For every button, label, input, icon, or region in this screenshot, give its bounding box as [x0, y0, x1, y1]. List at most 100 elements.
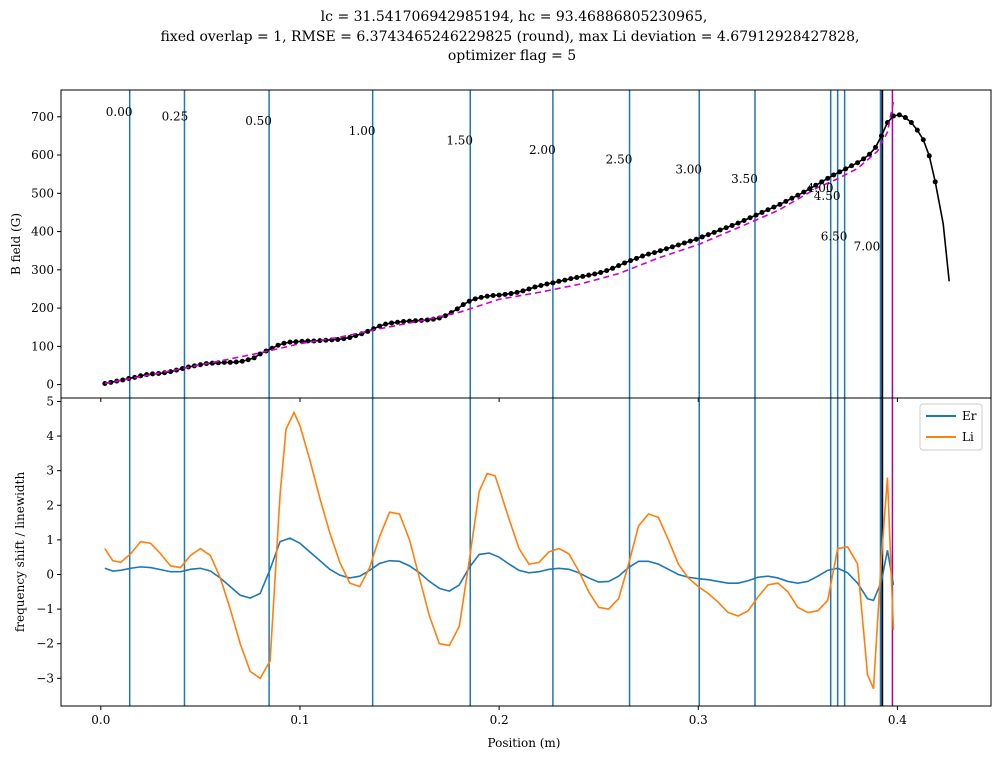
data-point-32 [293, 339, 299, 345]
data-point-106 [735, 220, 741, 226]
data-point-23 [239, 358, 245, 364]
data-point-139 [932, 179, 938, 185]
ytick-label-1-4: 1 [46, 533, 54, 547]
data-point-47 [383, 321, 389, 327]
data-point-68 [508, 291, 514, 297]
data-point-57 [442, 313, 448, 319]
ytick-label-0-1: 100 [31, 339, 54, 353]
ytick-label-1-1: −2 [36, 637, 54, 651]
ytick-label-1-0: −3 [36, 671, 54, 685]
data-point-73 [538, 283, 544, 289]
legend-er-label: Er [962, 409, 977, 423]
data-point-98 [687, 238, 693, 244]
data-point-29 [275, 342, 281, 348]
data-point-26 [257, 351, 263, 357]
xtick-label-4: 0.4 [888, 713, 907, 727]
data-point-70 [520, 288, 526, 294]
data-point-62 [472, 296, 478, 302]
data-point-75 [550, 280, 556, 286]
data-point-48 [389, 320, 395, 326]
data-point-116 [795, 192, 801, 198]
annotation-5: 2.00 [529, 143, 556, 157]
data-point-77 [562, 277, 568, 283]
data-point-136 [914, 127, 920, 133]
annotation-4: 1.50 [446, 133, 473, 147]
data-point-104 [723, 225, 729, 231]
data-point-41 [347, 335, 353, 341]
ytick-label-0-5: 500 [31, 186, 54, 200]
annotation-1: 0.25 [162, 110, 189, 124]
data-point-126 [855, 160, 861, 166]
data-point-107 [741, 217, 747, 223]
annotation-0: 0.00 [106, 105, 133, 119]
data-point-111 [765, 207, 771, 213]
xtick-label-2: 0.2 [490, 713, 509, 727]
data-point-89 [634, 255, 640, 261]
annotation-3: 1.00 [349, 124, 376, 138]
ytick-label-0-2: 200 [31, 301, 54, 315]
data-point-80 [580, 273, 586, 279]
axes-frame-1 [60, 397, 992, 707]
data-point-133 [896, 112, 902, 118]
data-point-135 [908, 120, 914, 126]
data-point-8 [150, 371, 156, 377]
annotation-8: 3.50 [731, 172, 758, 186]
title-line-1: lc = 31.541706942985194, hc = 93.4688680… [321, 9, 708, 25]
data-point-21 [227, 359, 233, 365]
data-point-130 [878, 133, 884, 139]
annotation-10: 4.50 [814, 189, 841, 203]
xtick-label-3: 0.3 [689, 713, 708, 727]
data-point-105 [729, 222, 735, 228]
data-point-49 [395, 319, 401, 325]
data-point-113 [777, 201, 783, 207]
annotation-12: 7.00 [854, 239, 881, 253]
data-point-117 [801, 189, 807, 195]
data-point-121 [825, 175, 831, 181]
data-point-78 [568, 276, 574, 282]
ytick-label-0-3: 300 [31, 263, 54, 277]
data-point-60 [460, 302, 466, 308]
data-point-137 [920, 137, 926, 143]
data-point-20 [221, 359, 227, 365]
data-point-90 [639, 253, 645, 259]
data-point-64 [484, 293, 490, 299]
data-point-103 [717, 227, 723, 233]
data-point-99 [693, 236, 699, 242]
data-point-129 [872, 144, 878, 150]
data-point-122 [831, 172, 837, 178]
data-point-125 [849, 163, 855, 169]
frequency-shift-plot: −3 −2 −1 0 1 2 3 4 5 0.0 0.1 0.2 0.3 0.4 [36, 394, 992, 727]
data-point-84 [604, 268, 610, 274]
data-point-112 [771, 204, 777, 210]
data-point-76 [556, 278, 562, 284]
ytick-label-0-7: 700 [31, 110, 54, 124]
data-point-109 [753, 212, 759, 218]
series-line-0-1 [104, 101, 895, 385]
data-point-30 [281, 340, 287, 346]
xtick-label-1: 0.1 [290, 713, 309, 727]
data-point-128 [867, 151, 873, 157]
data-point-86 [616, 263, 622, 269]
data-point-101 [705, 232, 711, 238]
top-ylabel: B field (G) [9, 213, 23, 275]
data-point-119 [813, 182, 819, 188]
series-line-0-0 [104, 114, 950, 385]
data-point-100 [699, 234, 705, 240]
data-point-71 [526, 286, 532, 292]
ytick-label-1-6: 3 [46, 464, 54, 478]
ytick-label-1-2: −1 [36, 602, 54, 616]
ytick-label-1-5: 2 [46, 498, 54, 512]
data-point-132 [890, 113, 896, 119]
data-point-110 [759, 209, 765, 215]
data-point-74 [544, 281, 550, 287]
data-point-24 [245, 357, 251, 363]
data-point-92 [651, 250, 657, 256]
series-line-1-0 [104, 537, 895, 602]
data-point-69 [514, 289, 520, 295]
data-point-22 [233, 359, 239, 365]
data-point-39 [335, 336, 341, 342]
data-point-65 [490, 292, 496, 298]
data-point-72 [532, 284, 538, 290]
annotation-11: 6.50 [821, 230, 848, 244]
